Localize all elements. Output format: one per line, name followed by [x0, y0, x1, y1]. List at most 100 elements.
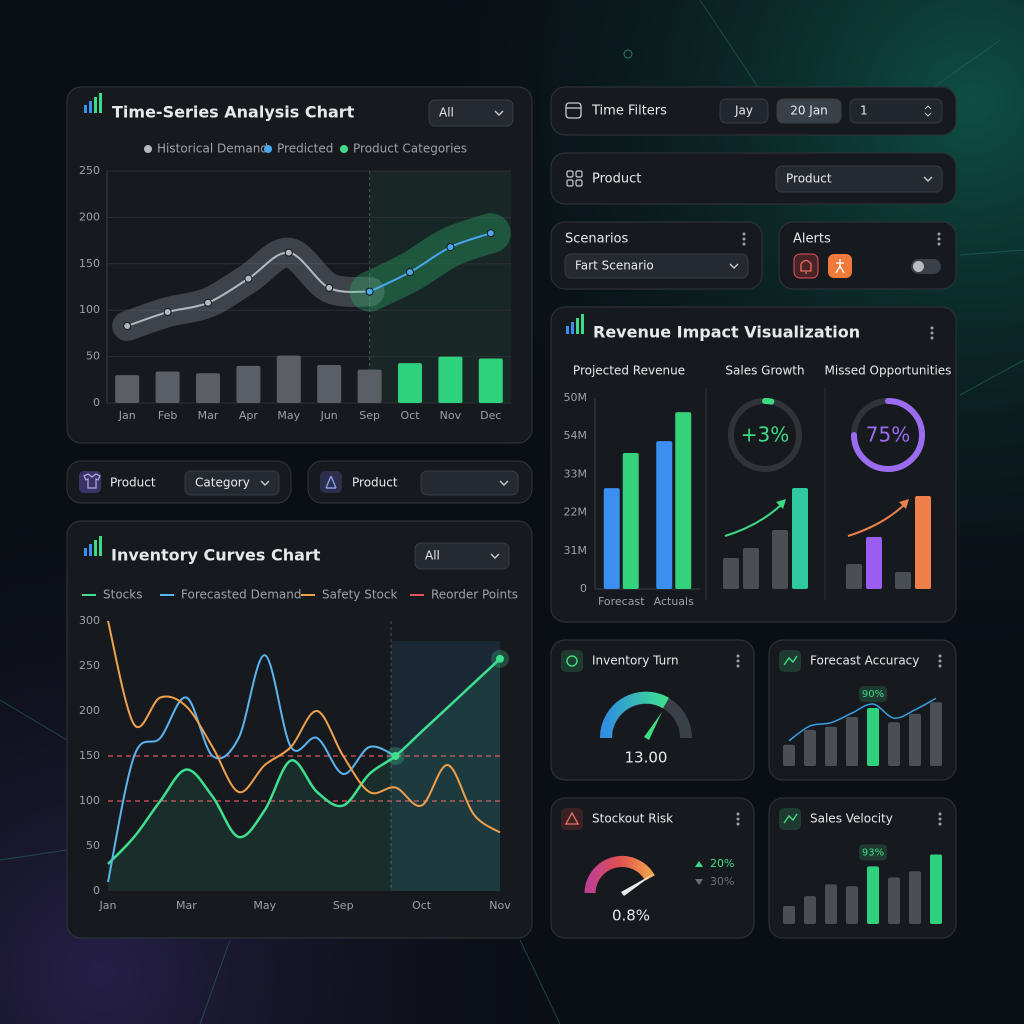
grid-icon — [575, 170, 583, 178]
point — [446, 243, 455, 252]
time-option-label: 20 Jan — [790, 104, 828, 118]
chart-icon — [89, 544, 92, 556]
grid-icon — [566, 170, 574, 178]
menu-dot[interactable] — [736, 812, 740, 816]
filter-label: Time Filters — [591, 104, 667, 119]
x-tick-label: Jun — [320, 409, 338, 422]
x-tick-label: Mar — [176, 899, 197, 912]
bar — [846, 886, 858, 924]
gauge-arc — [584, 856, 655, 894]
bar — [155, 371, 180, 403]
bar — [867, 708, 879, 766]
y-tick-label: 0 — [93, 884, 100, 897]
chart-icon — [84, 548, 87, 556]
menu-dot[interactable] — [938, 812, 942, 816]
grid-icon — [575, 179, 583, 187]
time-option[interactable] — [719, 98, 769, 124]
bar-label: 90% — [862, 689, 884, 700]
badge — [859, 844, 887, 861]
bar — [115, 375, 140, 403]
card-title: Sales Velocity — [810, 812, 893, 826]
menu-dot[interactable] — [930, 326, 934, 330]
y-tick-label: 50 — [86, 350, 100, 363]
bar — [867, 866, 879, 924]
menu-dot[interactable] — [938, 659, 942, 663]
legend-swatch — [340, 145, 348, 153]
filter-label: Product — [592, 172, 641, 187]
time-option-label: 1 — [860, 104, 868, 118]
point — [284, 248, 293, 257]
bar — [783, 906, 795, 924]
menu-dot[interactable] — [742, 242, 746, 246]
menu-dot[interactable] — [930, 331, 934, 335]
spinner[interactable] — [924, 105, 932, 117]
point — [244, 274, 253, 283]
chevron — [499, 480, 509, 486]
menu-dot[interactable] — [937, 242, 941, 246]
arrow-head — [776, 499, 786, 509]
legend-swatch — [144, 145, 152, 153]
trend-arrow — [847, 503, 906, 537]
panel — [66, 86, 533, 444]
menu-dot[interactable] — [937, 237, 941, 241]
bar — [723, 558, 739, 589]
menu-dot[interactable] — [742, 232, 746, 236]
arrow-head — [899, 499, 909, 509]
menu-dot[interactable] — [736, 659, 740, 663]
refresh-icon — [566, 655, 578, 667]
menu-dot[interactable] — [938, 817, 942, 821]
x-tick-label: Sep — [359, 409, 380, 422]
x-tick-label: Jan — [118, 409, 136, 422]
deco-dot — [623, 49, 633, 59]
dropdown[interactable] — [428, 99, 514, 127]
donut-label: +3% — [741, 423, 790, 447]
panel — [778, 221, 957, 290]
dropdown[interactable] — [775, 165, 943, 193]
menu-dot[interactable] — [736, 817, 740, 821]
time-option[interactable] — [776, 98, 842, 124]
stocks-area — [108, 658, 500, 891]
trend-icon — [783, 655, 798, 666]
bar — [909, 713, 921, 766]
dropdown[interactable] — [420, 470, 519, 496]
menu-dot[interactable] — [736, 822, 740, 826]
change-icon — [695, 879, 703, 885]
chart-icon — [576, 318, 579, 334]
dropdown[interactable] — [414, 542, 510, 570]
chevron — [490, 553, 500, 559]
legend-label: Safety Stock — [322, 588, 397, 602]
shirt-icon — [83, 473, 101, 489]
bar — [478, 358, 503, 403]
gauge-value: 0.8% — [612, 907, 650, 925]
bar — [909, 871, 921, 924]
menu-dot[interactable] — [930, 336, 934, 340]
dropdown[interactable] — [184, 470, 280, 496]
chart-icon — [89, 101, 92, 113]
dropdown[interactable] — [564, 253, 749, 279]
point — [496, 654, 504, 663]
menu-dot[interactable] — [938, 654, 942, 658]
menu-dot[interactable] — [742, 237, 746, 241]
bar — [783, 744, 795, 766]
y-tick-label: 54M — [564, 429, 588, 442]
filter-label: Product — [110, 476, 156, 490]
bar — [825, 726, 837, 766]
icon-box — [561, 650, 583, 672]
time-option[interactable] — [849, 98, 943, 124]
bar — [888, 722, 900, 766]
y-tick-label: 100 — [79, 303, 100, 316]
menu-dot[interactable] — [937, 232, 941, 236]
panel — [550, 639, 755, 781]
subchart-title: Missed Opportunities — [825, 364, 952, 378]
menu-dot[interactable] — [938, 664, 942, 668]
dropdown-value: All — [439, 106, 454, 120]
menu-dot[interactable] — [736, 664, 740, 668]
menu-dot[interactable] — [736, 654, 740, 658]
icon-box — [561, 808, 583, 830]
alert-button[interactable] — [793, 253, 819, 279]
menu-dot[interactable] — [938, 822, 942, 826]
bar — [804, 729, 816, 766]
chevron — [923, 176, 933, 182]
bar — [930, 854, 942, 924]
